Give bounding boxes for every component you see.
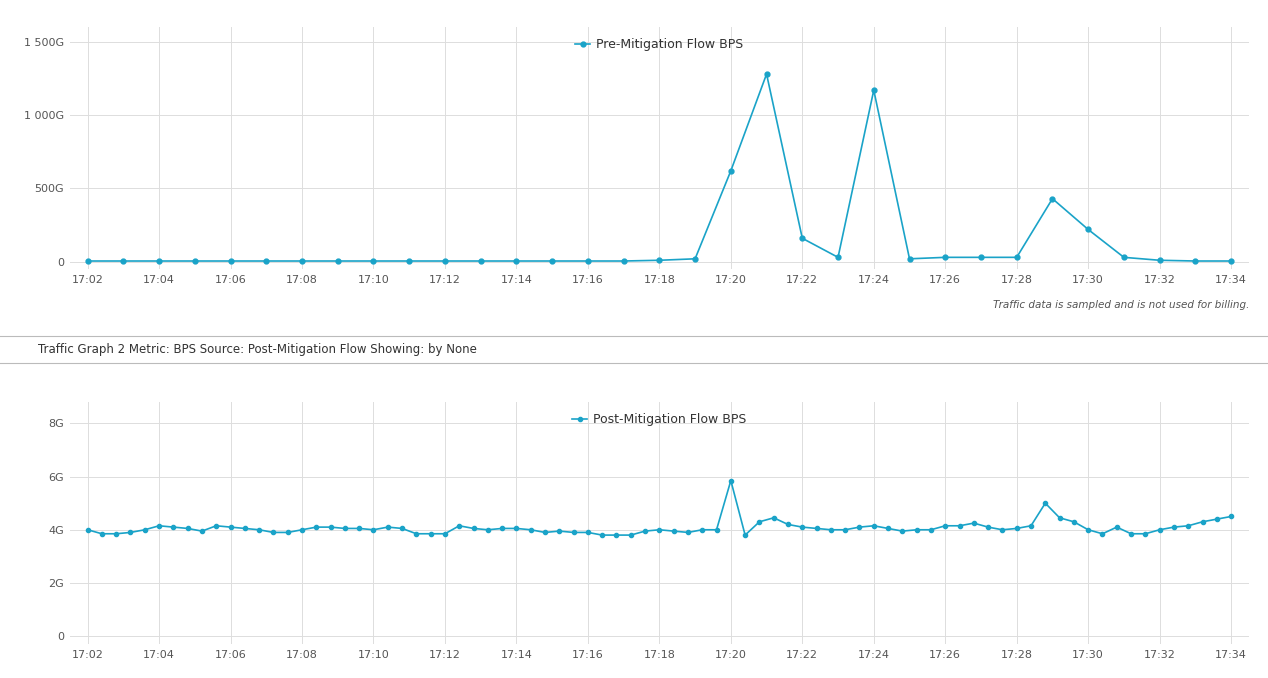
Pre-Mitigation Flow BPS <box>294 257 309 265</box>
Pre-Mitigation Flow BPS <box>937 254 952 262</box>
Pre-Mitigation Flow BPS <box>1188 257 1203 265</box>
Pre-Mitigation Flow BPS <box>508 257 524 265</box>
Pre-Mitigation Flow BPS <box>80 257 95 265</box>
Pre-Mitigation Flow BPS <box>795 234 810 242</box>
Legend: Pre-Mitigation Flow BPS: Pre-Mitigation Flow BPS <box>571 33 748 56</box>
Text: Traffic data is sampled and is not used for billing.: Traffic data is sampled and is not used … <box>993 300 1249 310</box>
Post-Mitigation Flow BPS <box>738 531 753 539</box>
Post-Mitigation Flow BPS <box>595 531 610 539</box>
Pre-Mitigation Flow BPS <box>402 257 417 265</box>
Pre-Mitigation Flow BPS <box>581 257 596 265</box>
Pre-Mitigation Flow BPS <box>902 255 917 263</box>
Pre-Mitigation Flow BPS <box>760 70 775 78</box>
Pre-Mitigation Flow BPS <box>974 254 989 262</box>
Post-Mitigation Flow BPS <box>80 525 95 534</box>
Pre-Mitigation Flow BPS <box>437 257 453 265</box>
Pre-Mitigation Flow BPS <box>259 257 274 265</box>
Pre-Mitigation Flow BPS <box>723 167 738 175</box>
Post-Mitigation Flow BPS <box>1137 530 1153 538</box>
Pre-Mitigation Flow BPS <box>1153 256 1168 264</box>
Pre-Mitigation Flow BPS <box>1045 195 1060 203</box>
Pre-Mitigation Flow BPS <box>687 255 702 263</box>
Legend: Post-Mitigation Flow BPS: Post-Mitigation Flow BPS <box>567 408 752 431</box>
Post-Mitigation Flow BPS <box>723 477 738 485</box>
Pre-Mitigation Flow BPS <box>1224 257 1239 265</box>
Pre-Mitigation Flow BPS <box>544 257 559 265</box>
Pre-Mitigation Flow BPS <box>115 257 131 265</box>
Pre-Mitigation Flow BPS <box>652 256 667 264</box>
Pre-Mitigation Flow BPS <box>866 86 881 94</box>
Pre-Mitigation Flow BPS <box>616 257 631 265</box>
Pre-Mitigation Flow BPS <box>188 257 203 265</box>
Post-Mitigation Flow BPS <box>1094 530 1110 538</box>
Line: Pre-Mitigation Flow BPS: Pre-Mitigation Flow BPS <box>85 72 1234 264</box>
Post-Mitigation Flow BPS <box>952 521 967 530</box>
Pre-Mitigation Flow BPS <box>151 257 166 265</box>
Pre-Mitigation Flow BPS <box>1009 254 1025 262</box>
Pre-Mitigation Flow BPS <box>1116 254 1131 262</box>
Pre-Mitigation Flow BPS <box>223 257 238 265</box>
Pre-Mitigation Flow BPS <box>831 254 846 262</box>
Pre-Mitigation Flow BPS <box>366 257 382 265</box>
Pre-Mitigation Flow BPS <box>1080 225 1096 233</box>
Text: Traffic Graph 2 Metric: BPS Source: Post-Mitigation Flow Showing: by None: Traffic Graph 2 Metric: BPS Source: Post… <box>38 342 477 356</box>
Post-Mitigation Flow BPS <box>1224 513 1239 521</box>
Post-Mitigation Flow BPS <box>823 525 838 534</box>
Pre-Mitigation Flow BPS <box>330 257 345 265</box>
Line: Post-Mitigation Flow BPS: Post-Mitigation Flow BPS <box>85 479 1234 537</box>
Pre-Mitigation Flow BPS <box>473 257 488 265</box>
Post-Mitigation Flow BPS <box>1037 499 1052 507</box>
